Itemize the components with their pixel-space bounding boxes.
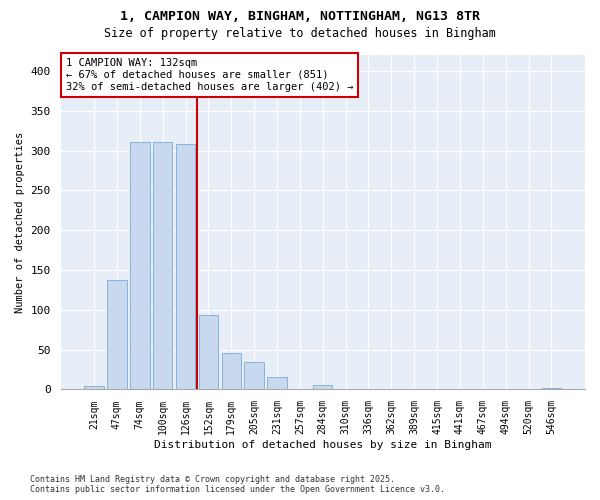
Bar: [313, 384, 332, 390]
Bar: [85, 386, 104, 390]
Bar: [107, 280, 127, 390]
Bar: [153, 142, 172, 390]
Text: 1, CAMPION WAY, BINGHAM, NOTTINGHAM, NG13 8TR: 1, CAMPION WAY, BINGHAM, NOTTINGHAM, NG1…: [120, 10, 480, 23]
Bar: [268, 376, 287, 390]
Text: Contains HM Land Registry data © Crown copyright and database right 2025.: Contains HM Land Registry data © Crown c…: [30, 475, 395, 484]
Bar: [244, 362, 264, 390]
Bar: [199, 316, 218, 390]
Bar: [176, 144, 195, 390]
Bar: [221, 353, 241, 390]
Text: 1 CAMPION WAY: 132sqm
← 67% of detached houses are smaller (851)
32% of semi-det: 1 CAMPION WAY: 132sqm ← 67% of detached …: [66, 58, 353, 92]
X-axis label: Distribution of detached houses by size in Bingham: Distribution of detached houses by size …: [154, 440, 491, 450]
Y-axis label: Number of detached properties: Number of detached properties: [15, 132, 25, 313]
Bar: [290, 388, 310, 390]
Text: Contains public sector information licensed under the Open Government Licence v3: Contains public sector information licen…: [30, 485, 445, 494]
Bar: [130, 142, 149, 390]
Bar: [336, 388, 355, 390]
Text: Size of property relative to detached houses in Bingham: Size of property relative to detached ho…: [104, 28, 496, 40]
Bar: [542, 388, 561, 390]
